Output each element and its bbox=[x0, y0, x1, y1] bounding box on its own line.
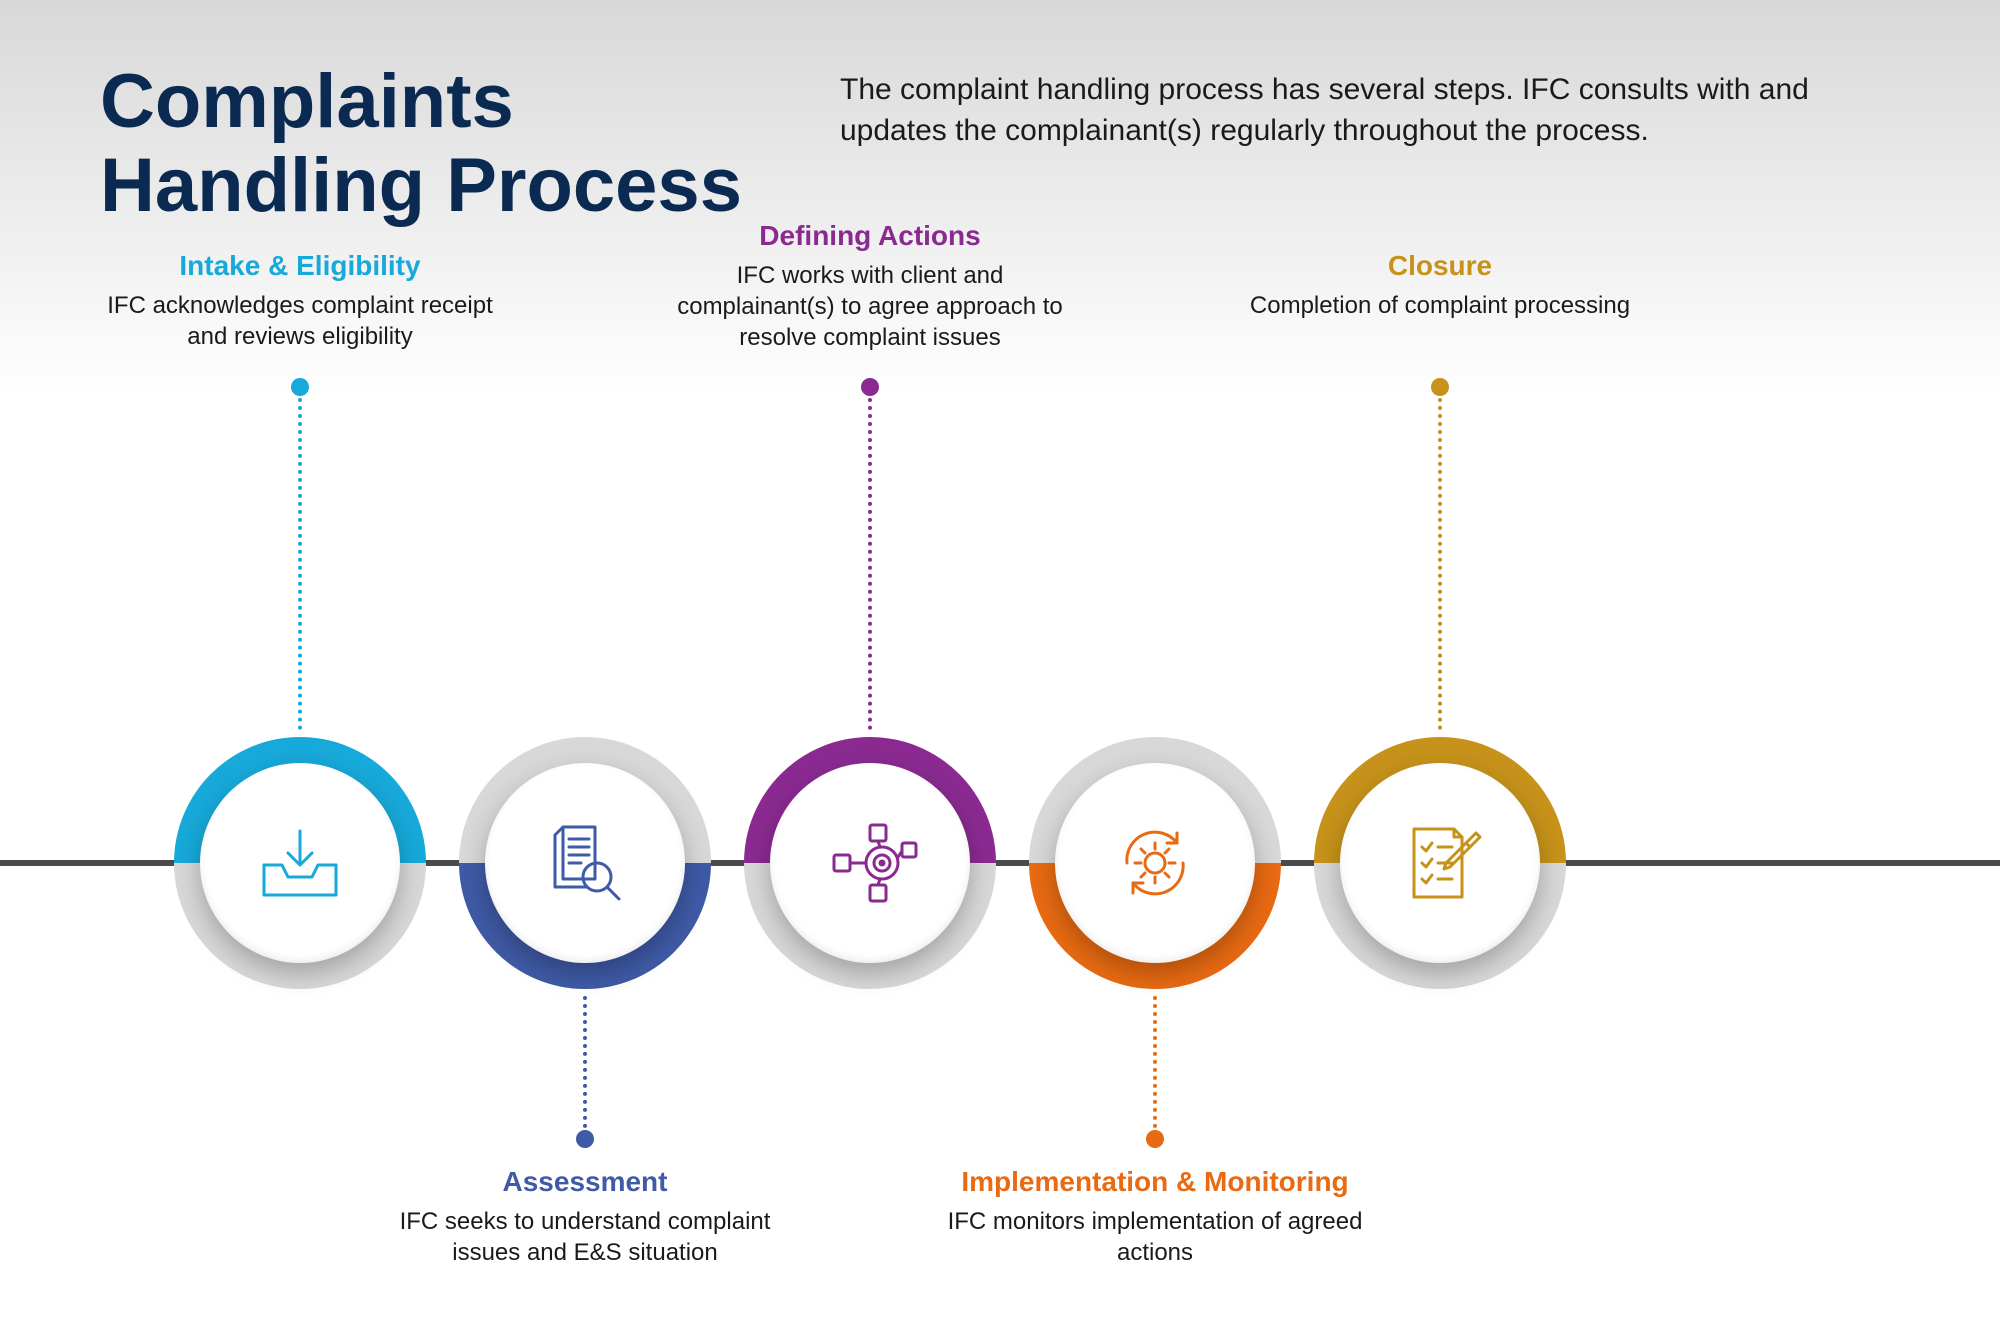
step-implementation-label: Implementation & Monitoring IFC monitors… bbox=[945, 1166, 1365, 1268]
step-intake-desc: IFC acknowledges complaint receipt and r… bbox=[90, 290, 510, 352]
target-nodes-icon bbox=[820, 813, 920, 913]
step-implementation-title: Implementation & Monitoring bbox=[945, 1166, 1365, 1198]
step-implementation-disc bbox=[1055, 763, 1255, 963]
step-defining-title: Defining Actions bbox=[660, 220, 1080, 252]
header: Complaints Handling Process The complain… bbox=[0, 0, 2000, 247]
step-assessment-desc: IFC seeks to understand complaint issues… bbox=[375, 1206, 795, 1268]
page-title: Complaints Handling Process bbox=[100, 60, 780, 227]
step-defining-label: Defining Actions IFC works with client a… bbox=[660, 220, 1080, 354]
process-diagram: Intake & Eligibility IFC acknowledges co… bbox=[0, 370, 2000, 1270]
doc-search-icon bbox=[535, 813, 635, 913]
step-implementation-desc: IFC monitors implementation of agreed ac… bbox=[945, 1206, 1365, 1268]
step-assessment-label: Assessment IFC seeks to understand compl… bbox=[375, 1166, 795, 1268]
intro-text: The complaint handling process has sever… bbox=[840, 60, 1900, 151]
step-closure-title: Closure bbox=[1230, 250, 1650, 282]
step-intake-disc bbox=[200, 763, 400, 963]
step-closure-desc: Completion of complaint processing bbox=[1230, 290, 1650, 321]
gear-cycle-icon bbox=[1105, 813, 1205, 913]
step-intake-label: Intake & Eligibility IFC acknowledges co… bbox=[90, 250, 510, 352]
step-closure-label: Closure Completion of complaint processi… bbox=[1230, 250, 1650, 321]
step-closure-disc bbox=[1340, 763, 1540, 963]
step-intake-title: Intake & Eligibility bbox=[90, 250, 510, 282]
inbox-icon bbox=[250, 813, 350, 913]
step-assessment-disc bbox=[485, 763, 685, 963]
step-assessment-title: Assessment bbox=[375, 1166, 795, 1198]
step-defining-disc bbox=[770, 763, 970, 963]
step-defining-desc: IFC works with client and complainant(s)… bbox=[660, 260, 1080, 354]
checklist-icon bbox=[1390, 813, 1490, 913]
